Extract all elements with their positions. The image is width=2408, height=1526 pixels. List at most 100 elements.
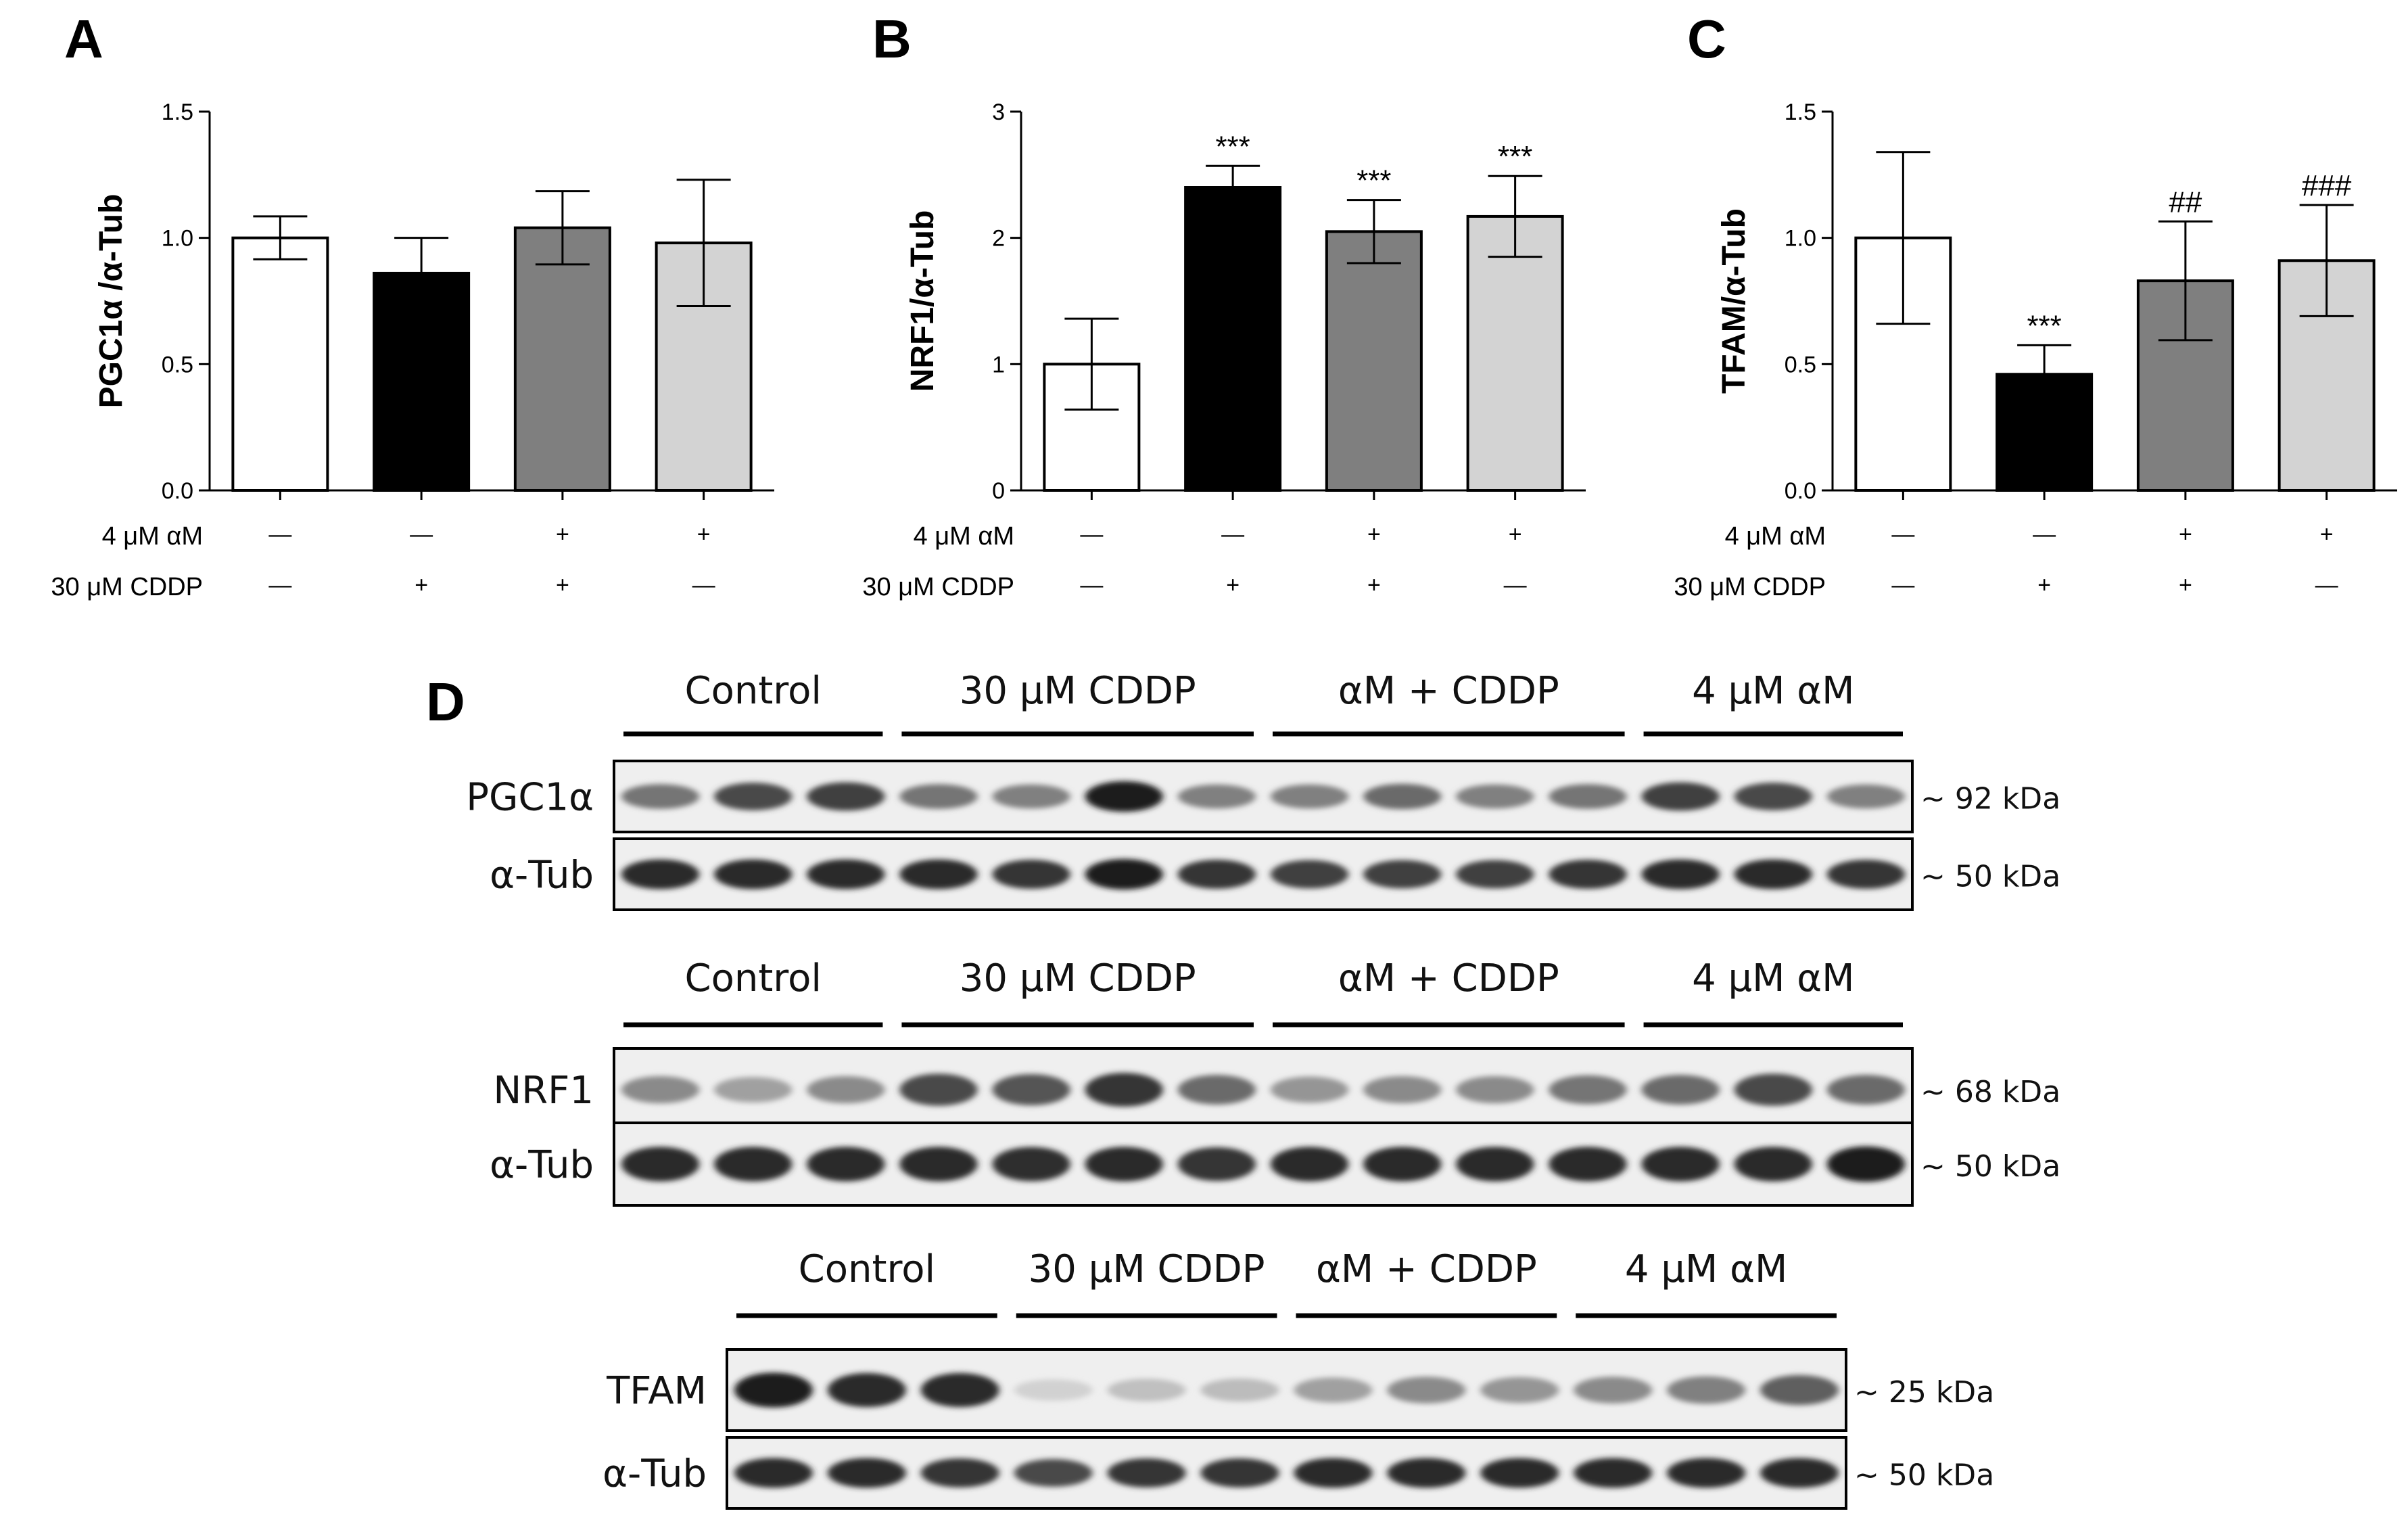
blot-band xyxy=(1734,783,1812,810)
blot-row-label: α-Tub xyxy=(490,854,594,898)
treatment-mark: + xyxy=(1509,522,1522,547)
blot-band xyxy=(1667,1376,1746,1404)
blot-band xyxy=(1826,784,1906,809)
blot-band xyxy=(992,1147,1070,1182)
blot-band xyxy=(1734,859,1812,889)
panel-label-d: D xyxy=(426,672,465,732)
y-tick-label: 0.0 xyxy=(162,478,193,504)
treatment-mark: + xyxy=(556,572,569,598)
blot-row-label: α-Tub xyxy=(490,1143,594,1187)
western-blots: Control 30 μM CDDP αM + CDDP 4 μM αM PGC1α ~ … xyxy=(466,669,2060,1510)
y-tick-label: 1.0 xyxy=(162,226,193,252)
blot-band xyxy=(1760,1374,1839,1406)
blot-band xyxy=(1549,784,1627,809)
blot-band xyxy=(1177,859,1256,889)
blot-band xyxy=(1177,1075,1256,1105)
blot-band xyxy=(827,1458,906,1488)
blot-band xyxy=(1456,784,1534,809)
blot-band xyxy=(1270,860,1349,889)
blot-group-header: Control xyxy=(684,669,821,713)
blot-band xyxy=(714,1077,793,1103)
treatment-mark: + xyxy=(2037,572,2051,598)
y-axis-label: PGC1α /α-Tub xyxy=(93,194,129,409)
blot-size-label: ~ 92 kDa xyxy=(1920,782,2060,816)
blot-band xyxy=(807,1147,885,1182)
blot-band xyxy=(1641,782,1720,811)
treatment-mark: + xyxy=(697,522,711,547)
blot-size-label: ~ 50 kDa xyxy=(1854,1458,1994,1493)
bar xyxy=(1466,214,1564,492)
blot-band xyxy=(1387,1377,1466,1404)
blot-band xyxy=(807,1076,885,1104)
panel-label-c: C xyxy=(1687,9,1726,69)
blot-group-header: αM + CDDP xyxy=(1338,956,1559,1000)
blot-band xyxy=(899,1073,978,1106)
blot-row-label: PGC1α xyxy=(466,776,594,820)
blot-band xyxy=(1363,783,1442,810)
blot-band xyxy=(1085,858,1163,890)
significance-marker: ### xyxy=(2302,169,2352,202)
blot-band xyxy=(992,784,1070,809)
blot-size-label: ~ 25 kDa xyxy=(1854,1375,1994,1410)
blot-band xyxy=(1734,1147,1812,1182)
blot-band xyxy=(1641,1147,1720,1182)
y-tick-label: 2 xyxy=(992,226,1005,252)
blot-band xyxy=(992,1073,1070,1106)
blot-band xyxy=(1363,1076,1442,1104)
y-tick-label: 1.5 xyxy=(1785,99,1816,125)
bar xyxy=(1184,186,1282,492)
chart-b: 0 1 2 3 NRF1/α-Tub *** *** *** 4 μM αM — — + +30 μM … xyxy=(862,99,1586,601)
blot-band xyxy=(992,859,1070,889)
blot-size-label: ~ 50 kDa xyxy=(1920,1149,2060,1184)
blot-band xyxy=(621,1076,700,1104)
significance-marker: *** xyxy=(1215,130,1250,163)
blot-band xyxy=(807,782,885,811)
blot-band xyxy=(1480,1458,1559,1488)
blot-band xyxy=(920,1458,999,1488)
blot-band xyxy=(899,1147,978,1182)
y-axis-label: TFAM/α-Tub xyxy=(1716,208,1752,394)
blot-group-header: Control xyxy=(684,956,821,1000)
significance-marker: *** xyxy=(1356,164,1391,198)
significance-marker: ## xyxy=(2169,185,2202,218)
y-tick-label: 1 xyxy=(992,352,1005,377)
blot-band xyxy=(1456,860,1534,889)
y-axis-label: NRF1/α-Tub xyxy=(905,210,941,392)
blot-band xyxy=(827,1372,906,1408)
blot-band xyxy=(734,1372,813,1408)
treatment-mark: — xyxy=(1221,522,1244,547)
blot-band xyxy=(899,784,978,809)
chart-a: 0.0 0.5 1.0 1.5 PGC1α /α-Tub 4 μM αM — — + +30 μM… xyxy=(51,99,774,601)
treatment-mark: — xyxy=(1504,572,1527,598)
blot-band xyxy=(1574,1377,1653,1404)
blot-band xyxy=(1177,1147,1256,1182)
blot-band xyxy=(1085,781,1163,812)
blot-band xyxy=(1270,1147,1349,1182)
treatment-mark: — xyxy=(692,572,715,598)
blot-band xyxy=(1480,1377,1559,1404)
bar xyxy=(1325,230,1423,492)
treatment-mark: — xyxy=(268,522,291,547)
blot-band xyxy=(1294,1458,1373,1488)
blot-strip xyxy=(726,1348,1847,1432)
blot-band xyxy=(1456,1076,1534,1104)
treatment-label: 4 μM αM xyxy=(102,522,203,551)
treatment-mark: — xyxy=(410,522,433,547)
treatment-mark: — xyxy=(1891,572,1914,598)
bar xyxy=(231,236,329,492)
blot-band xyxy=(1085,1147,1163,1182)
blot-band xyxy=(920,1372,999,1408)
treatment-mark: — xyxy=(2315,572,2338,598)
y-tick-label: 0.0 xyxy=(1785,478,1816,504)
blot-band xyxy=(1177,784,1256,809)
blot-band xyxy=(899,859,978,889)
blot-band xyxy=(1826,859,1906,889)
blot-band xyxy=(1456,1147,1534,1182)
blot-band xyxy=(714,859,793,889)
blot-band xyxy=(1294,1377,1373,1403)
blot-row-label: TFAM xyxy=(606,1369,707,1413)
blot-band xyxy=(1549,1147,1627,1182)
blot-group-header: 4 μM αM xyxy=(1692,956,1854,1000)
treatment-label: 4 μM αM xyxy=(914,522,1014,551)
